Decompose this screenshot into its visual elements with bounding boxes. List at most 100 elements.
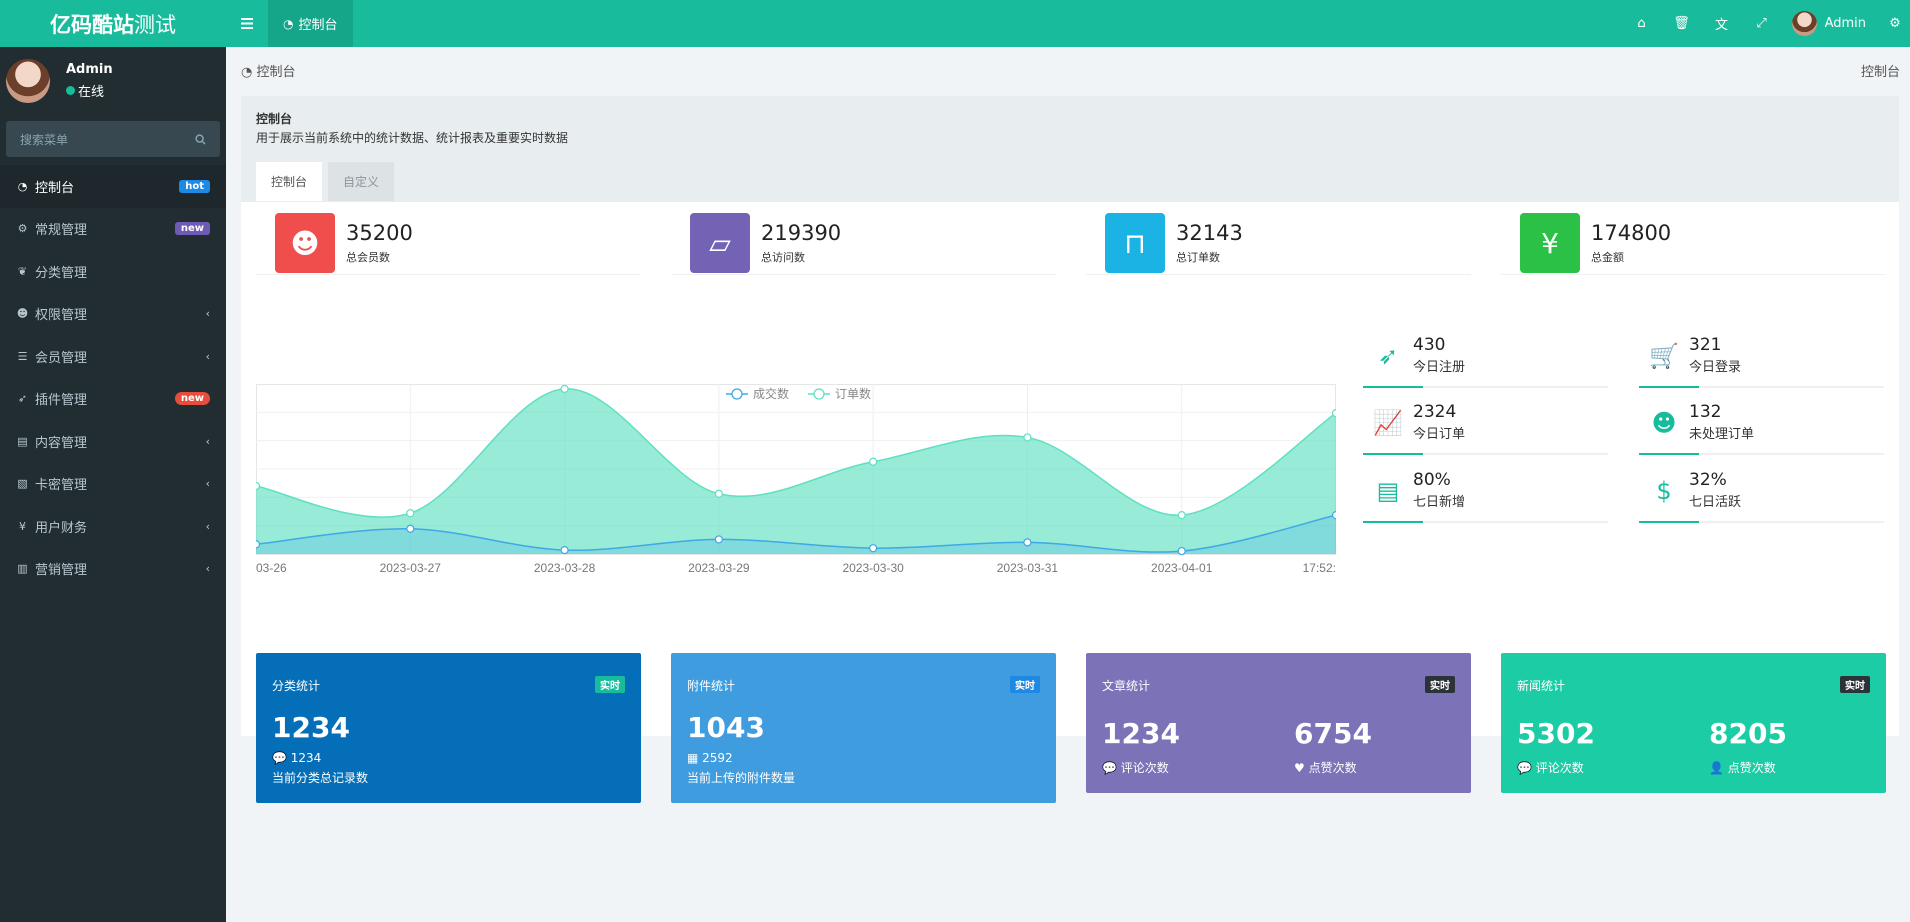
sidebar-item-label: 卡密管理 — [35, 478, 88, 494]
card-label-1: 💬 评论次数 — [1102, 759, 1169, 776]
dollar-icon: $ — [1656, 477, 1672, 505]
user-icon: 👤 — [1709, 761, 1728, 775]
sidebar-item-finance[interactable]: ¥ 用户财务 ‹ — [0, 505, 226, 548]
data-point — [714, 489, 723, 498]
sidebar-item-category[interactable]: ❦ 分类管理 — [0, 250, 226, 293]
x-tick-label: 2023-03-29 — [688, 561, 750, 575]
legend-label: 订单数 — [835, 386, 871, 401]
comment-icon: 💬 — [1102, 761, 1121, 775]
translate-icon[interactable]: 文 — [1715, 18, 1729, 33]
data-point — [256, 540, 261, 549]
files-icon: ▦ — [687, 751, 703, 765]
sidebar-item-member[interactable]: ☰ 会员管理 ‹ — [0, 335, 226, 378]
home-icon[interactable]: ⌂ — [1637, 16, 1646, 31]
series-line-1 — [256, 388, 1336, 518]
card-value: 1234 — [1102, 717, 1180, 750]
sidebar-item-label: 用户财务 — [35, 520, 88, 536]
mini-stat-today-orders: 📈 2324 今日订单 — [1363, 399, 1608, 455]
top-user-menu[interactable]: Admin — [1782, 11, 1880, 36]
mini-stat-login: 🛒 321 今日登录 — [1639, 332, 1884, 388]
series-area-0 — [256, 515, 1336, 554]
x-tick-label: 2023-03-27 — [380, 561, 442, 575]
search-icon[interactable] — [195, 133, 206, 145]
chevron-left-icon: ‹ — [205, 307, 210, 321]
mini-stat-label: 未处理订单 — [1689, 427, 1755, 442]
logo[interactable]: 亿码酷站 测试 — [0, 0, 226, 47]
settings-icon[interactable]: ⚙ — [1889, 16, 1901, 31]
bar-chart-icon: ▥ — [17, 562, 28, 576]
stat-value: 35200 — [346, 221, 413, 245]
chevron-left-icon: ‹ — [205, 477, 210, 491]
users-icon: ☻ — [275, 213, 335, 273]
trash-icon[interactable]: 🗑 — [1673, 16, 1690, 31]
list-alt-icon: ▤ — [1376, 477, 1400, 505]
data-point — [1023, 538, 1032, 547]
card-label-1: 💬 评论次数 — [1517, 759, 1584, 776]
sidebar-item-card[interactable]: ▧ 卡密管理 ‹ — [0, 463, 226, 506]
sidebar-item-label: 会员管理 — [35, 350, 88, 366]
chevron-left-icon: ‹ — [205, 562, 210, 576]
stat-value: 32143 — [1176, 221, 1243, 245]
user-status: 在线 — [66, 81, 113, 100]
online-dot-icon — [66, 85, 75, 95]
sidebar-item-dashboard[interactable]: ◔ 控制台 hot — [0, 165, 226, 208]
comment-icon: 💬 — [1517, 761, 1536, 775]
sidebar-item-marketing[interactable]: ▥ 营销管理 ‹ — [0, 548, 226, 591]
book-icon: ▱ — [690, 213, 750, 273]
series-area-1 — [256, 388, 1336, 554]
yen-icon: ¥ — [19, 519, 26, 533]
tab-custom[interactable]: 自定义 — [328, 162, 395, 201]
sidebar-item-content[interactable]: ▤ 内容管理 ‹ — [0, 420, 226, 463]
x-tick-label: 2023-03-28 — [534, 561, 596, 575]
menu-search-input[interactable]: 搜索菜单 — [6, 121, 220, 157]
logo-light: 测试 — [134, 12, 176, 37]
card-label-1-text: 评论次数 — [1120, 761, 1169, 775]
breadcrumb-right: 控制台 — [1860, 64, 1900, 80]
chevron-left-icon: ‹ — [205, 519, 210, 533]
avatar — [6, 58, 50, 103]
fullscreen-icon[interactable]: ⤢ — [1756, 16, 1767, 31]
main-content: ◔ 控制台 控制台 控制台 用于展示当前系统中的统计数据、统计报表及重要实时数据… — [226, 47, 1910, 922]
chart-series — [256, 388, 1336, 554]
mini-stat-value: 80% — [1413, 470, 1451, 490]
card-sub-value: 💬 1234 — [272, 751, 321, 765]
panel-description: 用于展示当前系统中的统计数据、统计报表及重要实时数据 — [256, 131, 569, 145]
series-line-0 — [256, 514, 1336, 553]
group-icon: ☻ — [16, 307, 29, 321]
realtime-badge: 实时 — [1840, 676, 1870, 693]
realtime-badge: 实时 — [1010, 676, 1040, 693]
line-chart-icon: 📈 — [1373, 409, 1403, 437]
cogs-icon: ⚙ — [17, 222, 28, 236]
top-user-name: Admin — [1824, 16, 1866, 31]
hamburger-icon — [241, 18, 253, 29]
comment-icon: 💬 — [272, 751, 291, 765]
cart-icon: 🛒 — [1649, 342, 1679, 370]
data-point — [869, 544, 878, 553]
menu-toggle-button[interactable] — [226, 0, 268, 47]
heart-icon: ♥ — [1294, 761, 1309, 775]
mini-stat-value: 32% — [1689, 470, 1727, 490]
mini-stat-pending-orders: ☻ 132 未处理订单 — [1639, 399, 1884, 455]
user-panel: Admin 在线 — [0, 47, 226, 114]
topbar-actions: ⌂ 🗑 文 ⤢ Admin ⚙ — [1622, 0, 1910, 47]
sidebar-item-plugin[interactable]: ➶ 插件管理 new — [0, 378, 226, 421]
card-title: 新闻统计 — [1517, 679, 1566, 693]
leaf-icon: ❦ — [17, 264, 28, 278]
dashboard-icon: ◔ — [17, 179, 28, 193]
breadcrumb-left[interactable]: ◔ 控制台 — [241, 61, 296, 80]
topbar: ◔ 控制台 ⌂ 🗑 文 ⤢ Admin ⚙ — [226, 0, 1910, 47]
sidebar-item-auth[interactable]: ☻ 权限管理 ‹ — [0, 293, 226, 336]
chevron-left-icon: ‹ — [205, 349, 210, 363]
tab-dashboard[interactable]: 控制台 — [256, 162, 323, 201]
card-attachment-stats: 附件统计 实时 1043 ▦ 2592 当前上传的附件数量 — [671, 653, 1056, 803]
file-icon: ▤ — [17, 434, 28, 448]
panel-tabs: 控制台 自定义 — [256, 162, 1884, 201]
x-tick-label: 03-26 — [256, 561, 287, 575]
sidebar-item-general[interactable]: ⚙ 常规管理 new — [0, 208, 226, 251]
data-point — [406, 509, 415, 518]
nav-tab-dashboard[interactable]: ◔ 控制台 — [268, 0, 353, 47]
orders-area-chart: 03-26 2023-03-27 2023-03-28 2023-03-29 2023-… — [256, 384, 1336, 575]
mini-stat-value: 321 — [1689, 335, 1722, 355]
card-article-stats: 文章统计 实时 1234 6754 💬 评论次数 ♥ 点赞次数 — [1086, 653, 1471, 793]
dashboard-icon: ◔ — [241, 64, 257, 80]
